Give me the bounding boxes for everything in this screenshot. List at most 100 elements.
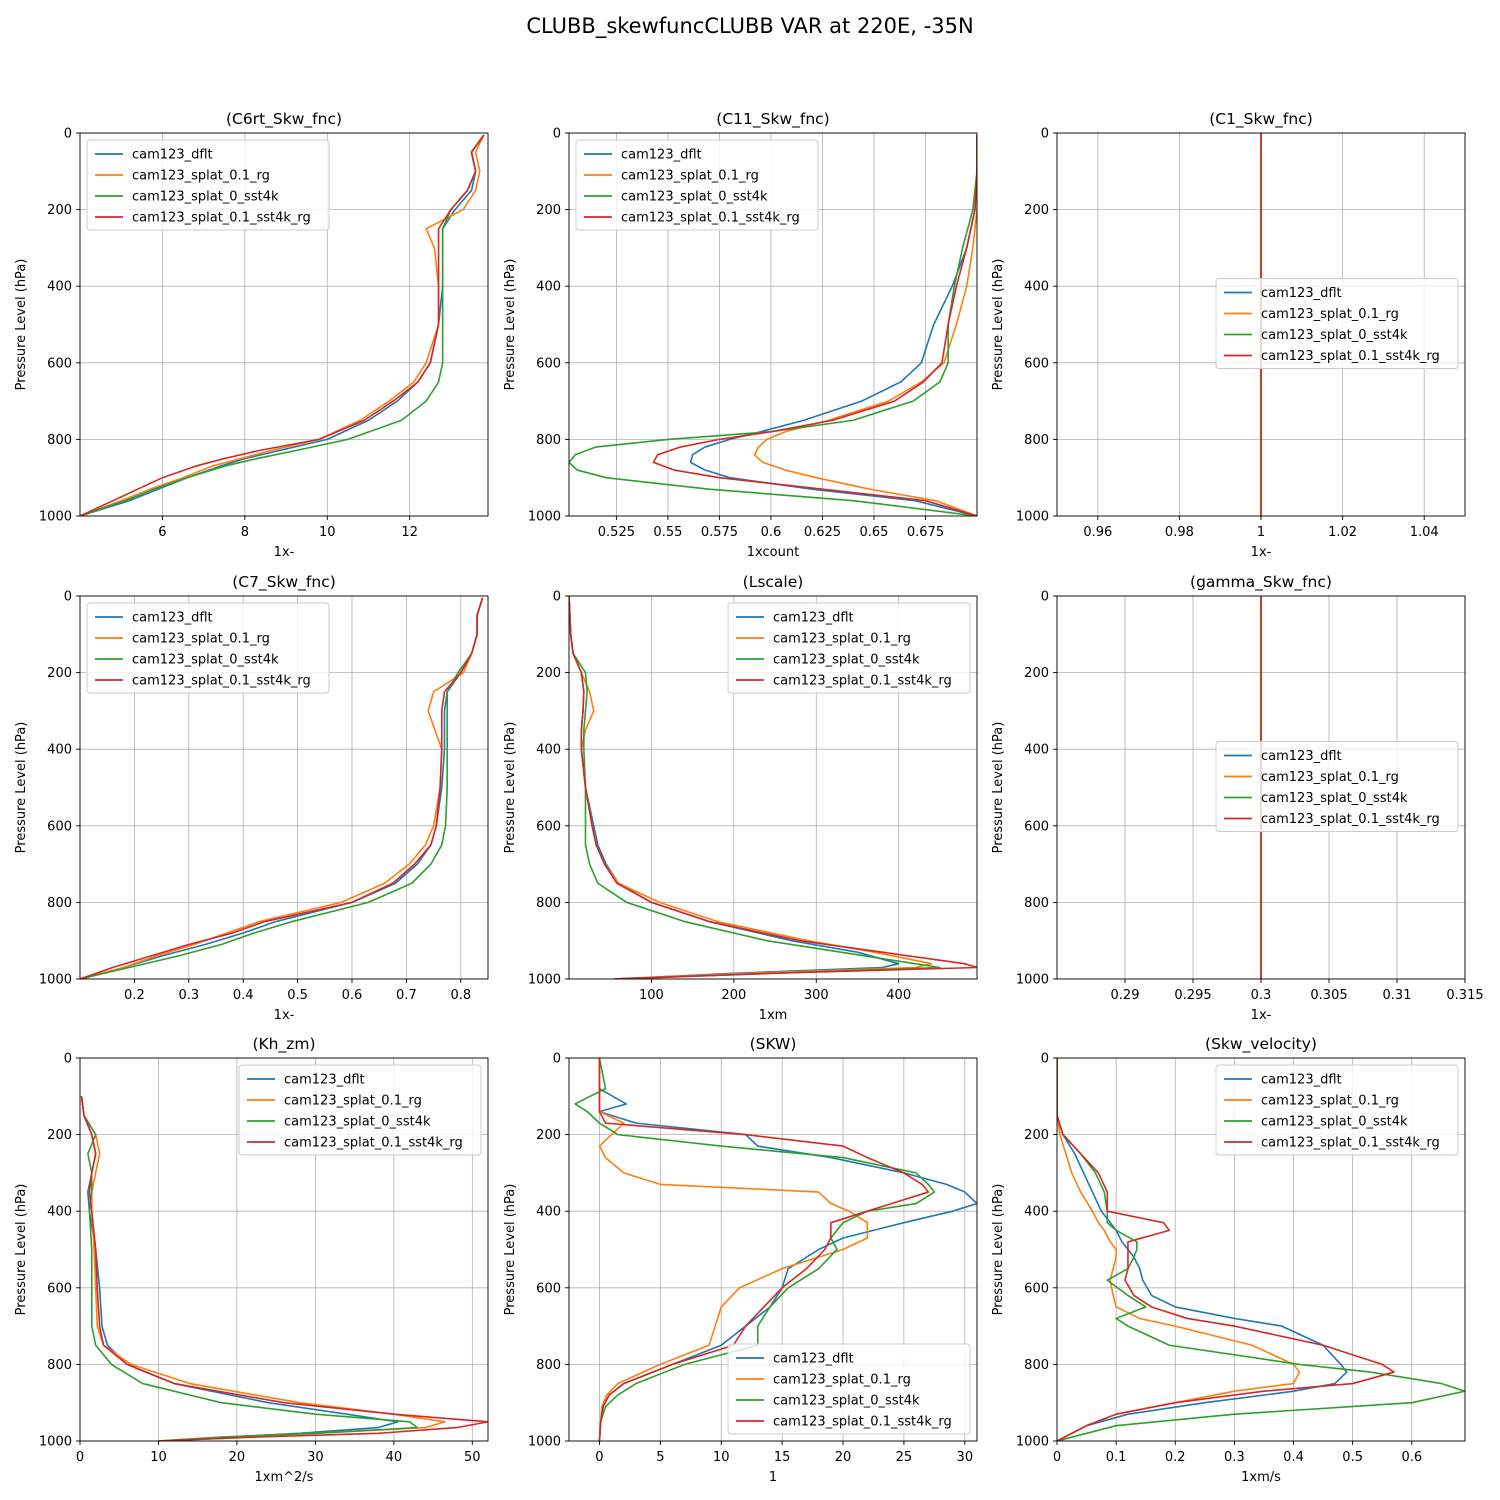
y-tick-label: 400 [47,743,72,758]
panel-c11-skw-fnc: 0.525 0.55 0.575 0.6 0.625 0.65 0.675 0 200 400 60… [503,110,978,560]
y-tick-label: 0 [1041,590,1049,605]
x-tick-label: 0 [76,1450,84,1465]
y-axis-label: Pressure Level (hPa) [14,259,29,391]
y-tick-label: 200 [47,666,72,681]
x-tick-label: 0.4 [233,988,254,1003]
legend: cam123_dflt cam123_splat_0.1_rg cam123_spl… [575,139,819,231]
x-tick-label: 0.29 [1111,988,1140,1003]
x-tick-label: 0.8 [450,988,471,1003]
y-tick-label: 600 [536,356,561,371]
panel-title: (C6rt_Skw_fnc) [226,110,342,129]
x-tick-label: 25 [896,1450,913,1465]
x-tick-label: 0.2 [1165,1450,1186,1465]
legend-box [86,139,330,231]
y-axis-label: Pressure Level (hPa) [503,259,518,391]
x-tick-label: 0.31 [1383,988,1412,1003]
legend-label: cam123_splat_0.1_sst4k_rg [773,1415,952,1430]
x-tick-label: 10 [713,1450,730,1465]
axes-frame [1056,1057,1466,1442]
axes-frame [79,595,489,980]
legend-label: cam123_splat_0_sst4k [132,190,279,205]
legend-box [727,602,971,694]
x-tick-label: 0.1 [1106,1450,1127,1465]
series-line-cam123_splat_0.1_sst4k_rg [80,597,484,979]
series-line-cam123_splat_0.1_sst4k_rg [1057,1058,1395,1441]
x-axis-label: 1 [769,1470,777,1485]
y-tick-label: 600 [1024,819,1049,834]
legend-label: cam123_splat_0_sst4k [773,653,920,668]
panel-kh-zm: 0 10 20 30 40 50 0 200 400 600 800 1000 (Kh_zm) 1xm^2… [14,1035,489,1485]
panel-title: (gamma_Skw_fnc) [1190,573,1332,592]
panel-c7-skw-fnc: 0.2 0.3 0.4 0.5 0.6 0.7 0.8 0 200 400 600 800 1000 (C… [14,573,489,1023]
panel-title: (C11_Skw_fnc) [716,110,829,129]
legend-box [1215,1064,1459,1156]
legend-label: cam123_splat_0.1_rg [132,632,270,647]
panel-title: (Lscale) [743,573,804,591]
panel-c1-skw-fnc: 0.96 0.98 1 1.02 1.04 0 200 400 600 800 1000 (C1_Sk… [991,110,1466,560]
series-line-cam123_splat_0_sst4k [1057,1058,1465,1441]
y-axis-label: Pressure Level (hPa) [503,722,518,854]
legend-label: cam123_splat_0.1_rg [132,169,270,184]
x-tick-label: 6 [158,525,166,540]
y-axis-label: Pressure Level (hPa) [991,259,1006,391]
x-tick-label: 0.2 [124,988,145,1003]
legend: cam123_dflt cam123_splat_0.1_rg cam123_spl… [727,1343,971,1435]
x-tick-label: 0.5 [287,988,308,1003]
x-tick-label: 0.3 [178,988,199,1003]
y-tick-label: 600 [47,356,72,371]
y-tick-label: 400 [1024,743,1049,758]
x-tick-label: 0 [1053,1450,1061,1465]
x-tick-label: 5 [656,1450,664,1465]
legend-label: cam123_dflt [773,611,854,626]
y-tick-label: 800 [47,896,72,911]
series-line-cam123_splat_0_sst4k [569,596,941,979]
x-tick-label: 0.55 [653,525,682,540]
y-tick-label: 200 [1024,1128,1049,1143]
panel-title: (C1_Skw_fnc) [1209,110,1313,129]
axes-frame [568,132,978,517]
y-axis-label: Pressure Level (hPa) [14,1184,29,1316]
y-tick-label: 400 [536,280,561,295]
y-tick-label: 1000 [39,973,72,988]
legend-label: cam123_splat_0.1_rg [621,169,759,184]
series-line-cam123_splat_0.1_rg [80,1096,446,1441]
legend-label: cam123_splat_0_sst4k [1261,1115,1408,1130]
panel-title: (Kh_zm) [252,1035,315,1054]
panel-gamma-skw-fnc: 0.29 0.295 0.3 0.305 0.31 0.315 0 200 400 600 800 1… [991,573,1484,1023]
y-tick-label: 0 [1041,127,1049,142]
x-axis-label: 1xm [759,1008,788,1023]
legend: cam123_dflt cam123_splat_0.1_rg cam123_spl… [727,602,971,694]
x-tick-label: 0.525 [598,525,635,540]
y-tick-label: 600 [536,1281,561,1296]
legend: cam123_dflt cam123_splat_0.1_rg cam123_spl… [86,139,330,231]
y-tick-label: 1000 [1016,973,1049,988]
legend-label: cam123_dflt [132,148,213,163]
x-tick-label: 12 [401,525,418,540]
y-tick-label: 200 [536,203,561,218]
legend-label: cam123_splat_0.1_sst4k_rg [773,674,952,689]
series-line-cam123_splat_0.1_sst4k_rg [598,1058,930,1441]
y-tick-label: 400 [1024,1205,1049,1220]
legend-label: cam123_dflt [284,1073,365,1088]
series-line-cam123_splat_0_sst4k [569,134,977,516]
x-tick-label: 1 [1257,525,1265,540]
y-tick-label: 1000 [39,1435,72,1450]
x-tick-label: 10 [319,525,336,540]
y-tick-label: 0 [64,1052,72,1067]
y-tick-label: 800 [1024,433,1049,448]
y-tick-label: 800 [47,1358,72,1373]
x-tick-label: 0.575 [701,525,738,540]
y-tick-label: 0 [64,590,72,605]
panel-title: (Skw_velocity) [1205,1035,1317,1054]
x-tick-label: 0.6 [342,988,363,1003]
legend: cam123_dflt cam123_splat_0.1_rg cam123_spl… [1215,741,1459,832]
x-tick-label: 30 [307,1450,324,1465]
legend-box [1215,741,1459,832]
y-tick-label: 800 [47,433,72,448]
y-axis-label: Pressure Level (hPa) [14,722,29,854]
panel-title: (SKW) [750,1035,797,1053]
y-tick-label: 1000 [528,973,561,988]
legend-label: cam123_splat_0.1_sst4k_rg [621,211,800,226]
panel-skw-velocity: 0 0.1 0.2 0.3 0.4 0.5 0.6 0 200 400 600 800 1000 (Skw… [991,1035,1466,1485]
x-axis-label: 1x- [1251,1008,1272,1023]
